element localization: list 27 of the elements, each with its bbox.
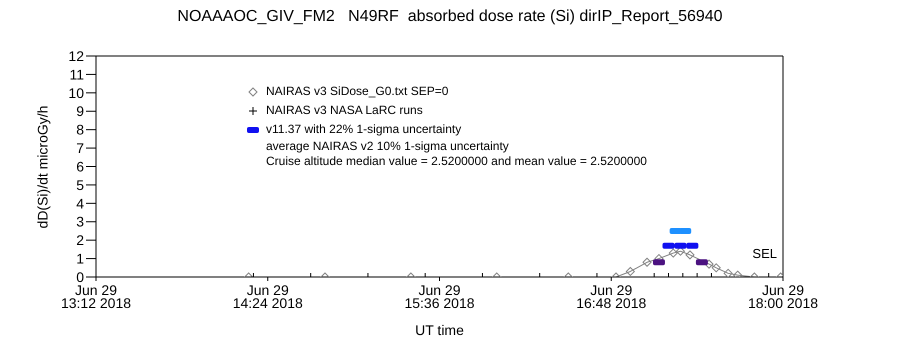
x-tick-label: Jun 29 16:48 2018 — [576, 282, 646, 311]
y-tick-label: 1 — [76, 250, 84, 267]
x-tick-label: Jun 29 13:12 2018 — [60, 282, 132, 311]
legend-label: NAIRAS v3 NASA LaRC runs — [266, 103, 423, 118]
annotation: Cruise altitude median value = 2.5200000 and mean value = 2.5200000 — [266, 154, 647, 169]
y-tick-label: 0 — [76, 268, 84, 285]
y-tick-label: 8 — [76, 122, 84, 138]
y-axis-title: dD(Si)/dt microGy/h — [34, 105, 50, 228]
y-tick-label: 5 — [76, 176, 84, 193]
y-tick-label: 4 — [76, 195, 84, 212]
y-tick-label: 12 — [68, 48, 84, 64]
y-tick-label: 11 — [69, 66, 84, 82]
y-tick-label: 3 — [76, 214, 84, 230]
legend-label: NAIRAS v3 SiDose_G0.txt SEP=0 — [266, 84, 448, 99]
x-tick-label: Jun 29 18:00 2018 — [748, 282, 818, 311]
annotation: average NAIRAS v2 10% 1-sigma uncertainty — [266, 139, 510, 154]
y-tick-label: 10 — [68, 84, 84, 101]
legend-label: v11.37 with 22% 1-sigma uncertainty — [266, 122, 462, 137]
x-axis-title: UT time — [414, 322, 465, 338]
x-tick-label: Jun 29 15:36 2018 — [404, 282, 475, 311]
y-tick-label: 7 — [76, 140, 84, 156]
y-tick-label: 6 — [76, 158, 84, 174]
annotation: SEL — [752, 246, 777, 261]
x-tick-label: Jun 29 14:24 2018 — [232, 282, 303, 311]
y-tick-label: 9 — [76, 103, 84, 120]
y-tick-label: 2 — [76, 232, 84, 248]
chart-title: NOAAAOC_GIV_FM2 N49RF absorbed dose rate (Si) dirIP_Report_56940 — [176, 8, 724, 26]
